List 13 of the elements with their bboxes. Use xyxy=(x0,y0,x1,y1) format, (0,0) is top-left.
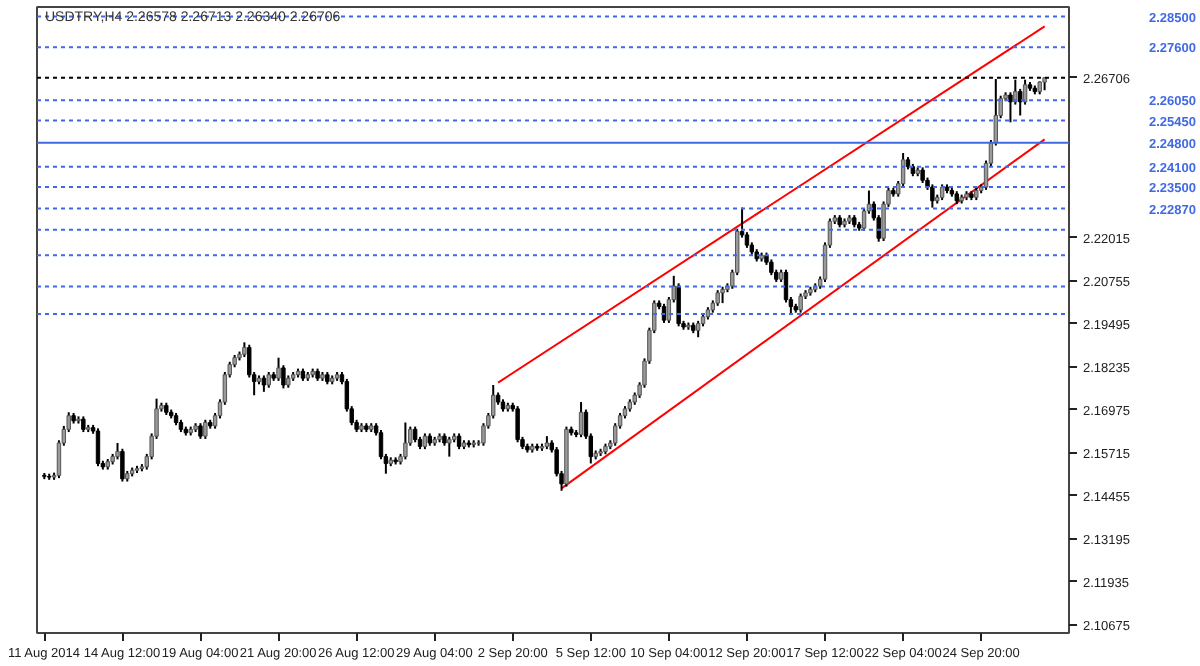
candlestick xyxy=(120,447,125,483)
candlestick xyxy=(578,401,584,439)
candlestick xyxy=(676,282,681,328)
candlestick xyxy=(276,356,281,382)
candlestick xyxy=(930,183,935,209)
candlestick xyxy=(95,427,101,468)
candlestick xyxy=(798,292,803,314)
candlestick xyxy=(281,364,286,390)
candlestick xyxy=(515,405,520,444)
candlestick xyxy=(447,435,452,458)
candlestick xyxy=(403,421,408,461)
candlestick xyxy=(203,418,208,440)
candlestick xyxy=(1018,87,1023,117)
